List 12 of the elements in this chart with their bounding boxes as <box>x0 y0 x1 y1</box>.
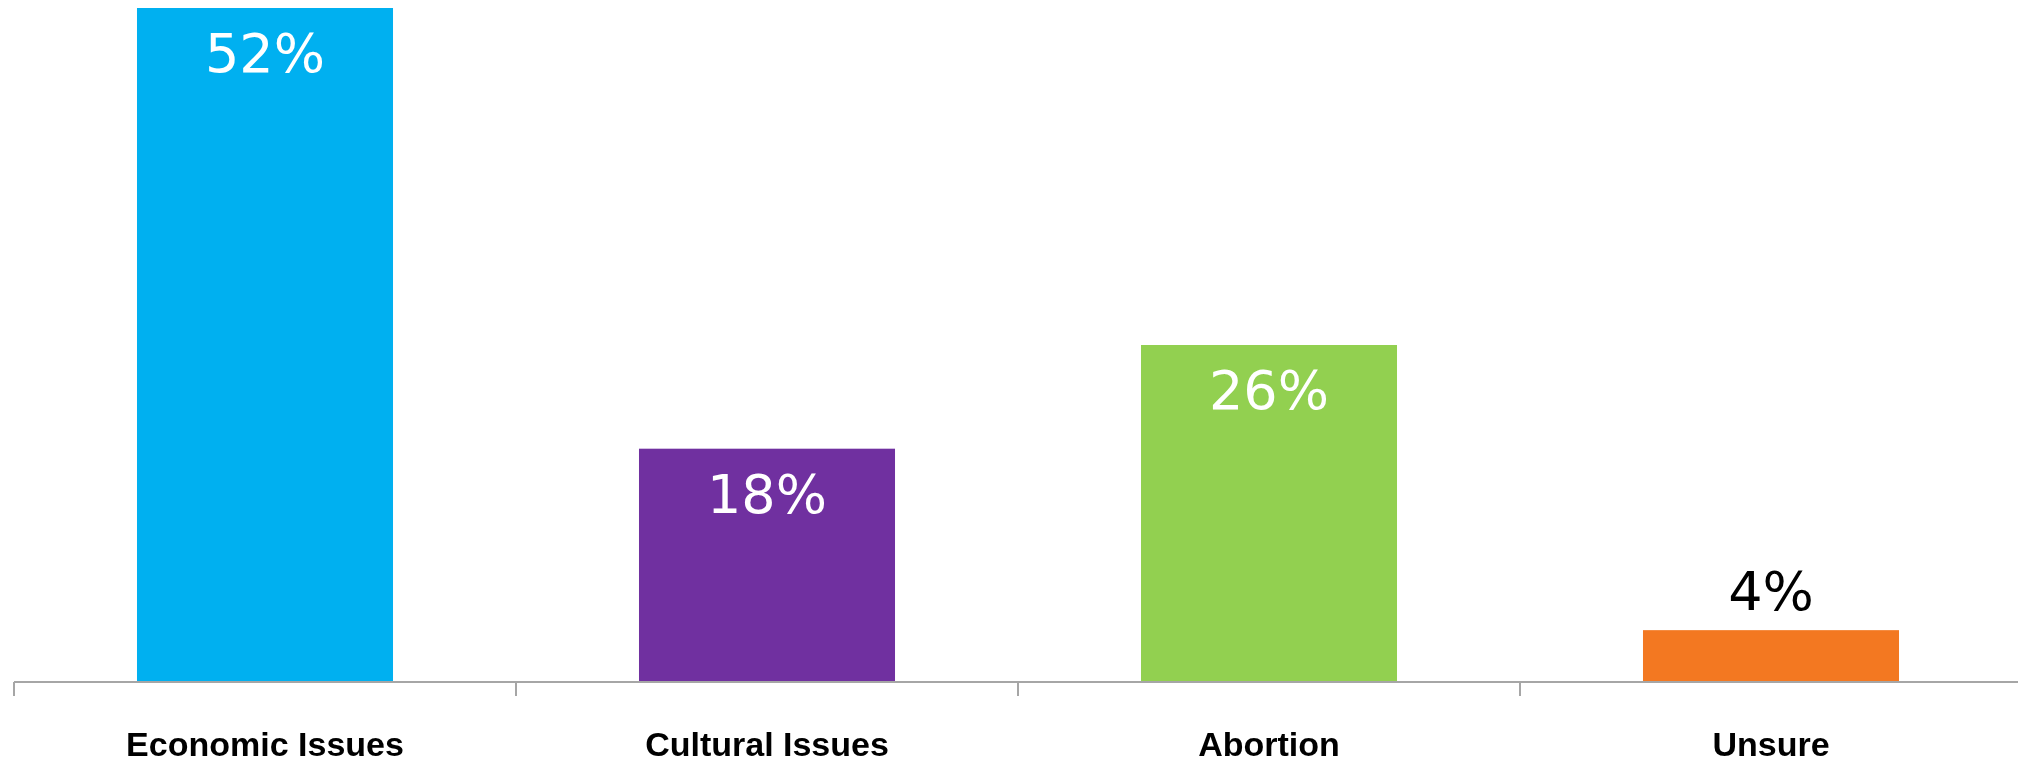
x-tick-label: Unsure <box>1712 725 1830 763</box>
data-label: 26% <box>1208 359 1330 422</box>
bar <box>1642 630 1900 682</box>
x-tick-label: Abortion <box>1198 725 1340 763</box>
data-label: 18% <box>706 462 828 526</box>
bar <box>638 448 896 682</box>
data-label: 4% <box>1728 560 1814 624</box>
bar <box>136 8 394 682</box>
x-tick-label: Economic Issues <box>126 725 404 763</box>
data-label: 52% <box>204 22 326 85</box>
bar <box>1140 345 1398 682</box>
x-tick-label: Cultural Issues <box>645 725 889 763</box>
